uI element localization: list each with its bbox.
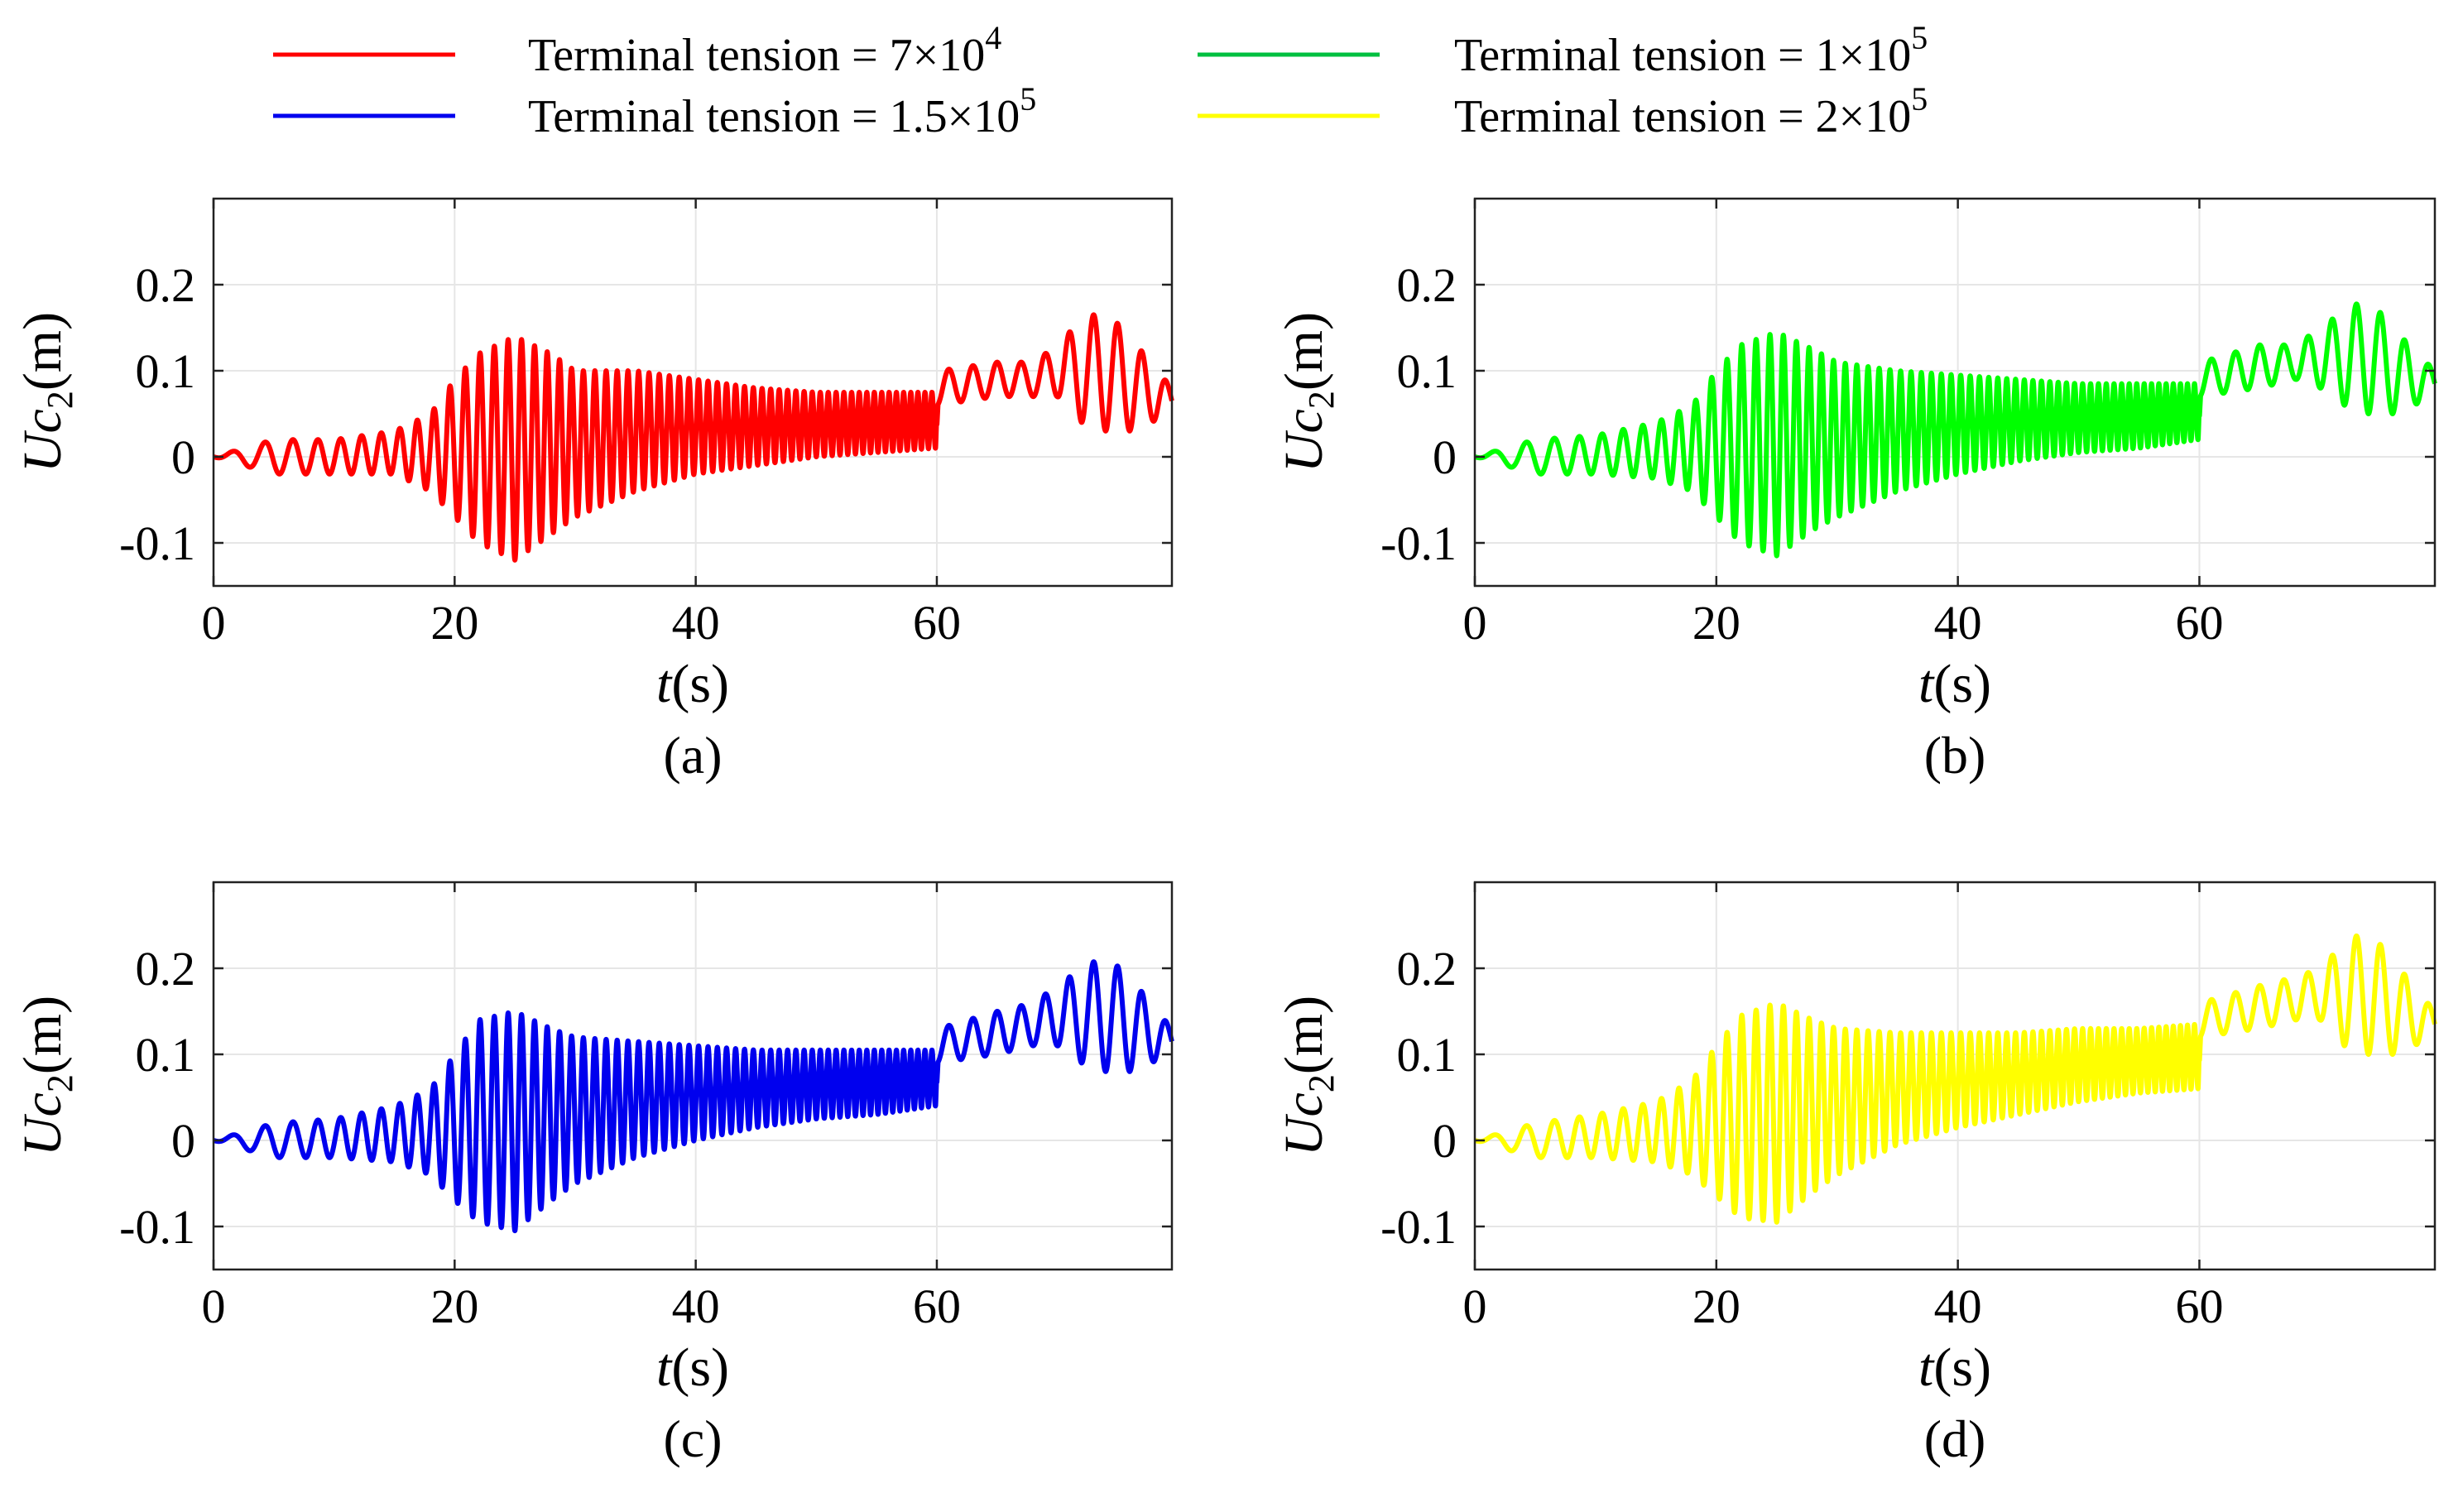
axes-box bbox=[1473, 881, 2437, 1271]
legend-label: Terminal tension = 2×105 bbox=[1454, 80, 1928, 142]
chart-panel: 0 20 40 60-0.100.10.2t(s)Uc2(m)(a) bbox=[12, 197, 1174, 785]
y-axis-title: Uc2(m) bbox=[1274, 996, 1342, 1156]
x-tick-label: 60 bbox=[913, 596, 961, 650]
y-tick-label: -0.1 bbox=[1380, 516, 1457, 570]
x-axis-title: t(s) bbox=[656, 654, 729, 714]
legend-entry: Terminal tension = 1.5×105 bbox=[273, 80, 1036, 142]
series-line bbox=[211, 312, 1174, 563]
x-axis-title: t(s) bbox=[1918, 1337, 1991, 1398]
series-line bbox=[1472, 301, 2437, 559]
x-axis-title: t(s) bbox=[1918, 654, 1991, 714]
legend-label: Terminal tension = 7×104 bbox=[528, 19, 1001, 81]
series-line bbox=[211, 959, 1174, 1234]
x-tick-label: 40 bbox=[672, 1279, 720, 1333]
y-tick-label: 0 bbox=[1433, 430, 1457, 484]
axes-box bbox=[212, 197, 1174, 588]
y-axis-title: Uc2(m) bbox=[12, 312, 80, 473]
y-tick-label: -0.1 bbox=[1380, 1200, 1457, 1254]
x-tick-label: 20 bbox=[430, 596, 478, 650]
chart-panel: 0 20 40 60-0.100.10.2t(s)Uc2(m)(d) bbox=[1274, 881, 2437, 1468]
x-tick-label: 20 bbox=[430, 1279, 478, 1333]
x-tick-label: 40 bbox=[1934, 596, 1982, 650]
y-tick-label: 0 bbox=[171, 1114, 195, 1168]
y-tick-label: 0.1 bbox=[1397, 344, 1457, 398]
y-tick-label: 0 bbox=[1433, 1114, 1457, 1168]
x-tick-label: 0 bbox=[202, 596, 226, 650]
y-tick-label: 0.1 bbox=[136, 1028, 196, 1082]
y-tick-label: 0.1 bbox=[1397, 1028, 1457, 1082]
series-line bbox=[1472, 933, 2437, 1225]
x-tick-label: 40 bbox=[672, 596, 720, 650]
panels: 0 20 40 60-0.100.10.2t(s)Uc2(m)(a)0 20 40 60-0… bbox=[12, 197, 2437, 1468]
legend-label: Terminal tension = 1×105 bbox=[1454, 19, 1928, 81]
y-tick-label: 0.2 bbox=[136, 258, 196, 312]
legend: Terminal tension = 7×104 Terminal tension… bbox=[273, 19, 1928, 142]
y-axis-title: Uc2(m) bbox=[12, 996, 80, 1156]
panel-caption: (b) bbox=[1924, 726, 1986, 785]
x-tick-label: 60 bbox=[2175, 1279, 2223, 1333]
legend-entry: Terminal tension = 2×105 bbox=[1198, 80, 1928, 142]
x-tick-label: 40 bbox=[1934, 1279, 1982, 1333]
y-tick-label: -0.1 bbox=[119, 516, 195, 570]
legend-entry: Terminal tension = 1×105 bbox=[1198, 19, 1928, 81]
y-tick-label: 0.2 bbox=[1397, 942, 1457, 996]
x-tick-label: 0 bbox=[202, 1279, 226, 1333]
y-tick-label: 0.2 bbox=[1397, 258, 1457, 312]
chart-panel: 0 20 40 60-0.100.10.2t(s)Uc2(m)(b) bbox=[1274, 197, 2437, 785]
y-tick-label: 0 bbox=[171, 430, 195, 484]
legend-entry: Terminal tension = 7×104 bbox=[273, 19, 1001, 81]
x-tick-label: 60 bbox=[2175, 596, 2223, 650]
x-tick-label: 20 bbox=[1692, 1279, 1740, 1333]
x-tick-label: 0 bbox=[1463, 596, 1487, 650]
panel-caption: (a) bbox=[663, 726, 722, 785]
y-tick-label: -0.1 bbox=[119, 1200, 195, 1254]
panel-caption: (c) bbox=[663, 1409, 722, 1468]
y-tick-label: 0.2 bbox=[136, 942, 196, 996]
axes-box bbox=[212, 881, 1174, 1271]
x-axis-title: t(s) bbox=[656, 1337, 729, 1398]
panel-caption: (d) bbox=[1924, 1409, 1986, 1468]
y-axis-title: Uc2(m) bbox=[1274, 312, 1342, 473]
x-tick-label: 60 bbox=[913, 1279, 961, 1333]
x-tick-label: 0 bbox=[1463, 1279, 1487, 1333]
y-tick-label: 0.1 bbox=[136, 344, 196, 398]
legend-label: Terminal tension = 1.5×105 bbox=[528, 80, 1036, 142]
axes-box bbox=[1473, 197, 2437, 588]
x-tick-label: 20 bbox=[1692, 596, 1740, 650]
chart-panel: 0 20 40 60-0.100.10.2t(s)Uc2(m)(c) bbox=[12, 881, 1174, 1468]
